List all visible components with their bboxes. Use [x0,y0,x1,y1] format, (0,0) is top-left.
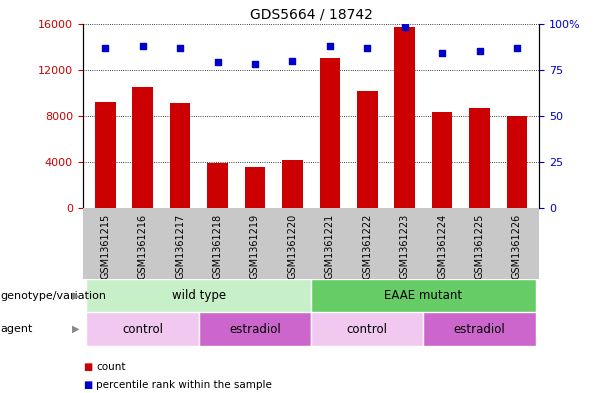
Text: GSM1361218: GSM1361218 [213,214,223,279]
Bar [424,312,536,346]
Point [101,44,110,51]
Point [175,44,185,51]
Text: count: count [96,362,126,373]
Text: GSM1361217: GSM1361217 [175,214,185,279]
Point [400,24,409,30]
Bar [95,102,115,208]
Text: GSM1361220: GSM1361220 [287,214,297,279]
Bar [319,58,340,208]
Bar [357,90,378,208]
Text: GSM1361225: GSM1361225 [474,214,484,279]
Point [213,59,223,66]
Text: wild type: wild type [172,289,226,302]
Text: GSM1361222: GSM1361222 [362,214,372,279]
Bar [394,27,415,208]
Text: estradiol: estradiol [454,323,506,336]
Text: control: control [122,323,163,336]
Bar [245,167,265,208]
Bar [470,108,490,208]
Bar [311,279,536,312]
Bar [132,87,153,208]
Text: estradiol: estradiol [229,323,281,336]
Point [287,57,297,64]
Text: EAAE mutant: EAAE mutant [384,289,462,302]
Text: GSM1361221: GSM1361221 [325,214,335,279]
Text: GSM1361216: GSM1361216 [138,214,148,279]
Bar [311,312,424,346]
Text: GSM1361226: GSM1361226 [512,214,522,279]
Bar [282,160,303,208]
Bar [507,116,527,208]
Bar [170,103,191,208]
Point [437,50,447,56]
Point [138,42,148,49]
Text: GSM1361215: GSM1361215 [100,214,110,279]
Text: ▶: ▶ [72,291,79,301]
Text: GSM1361223: GSM1361223 [400,214,409,279]
Text: control: control [347,323,388,336]
Bar [432,112,452,208]
Point [250,61,260,67]
Bar [86,279,311,312]
Text: percentile rank within the sample: percentile rank within the sample [96,380,272,390]
Text: ■: ■ [83,362,92,373]
Bar [86,312,199,346]
Point [362,44,372,51]
Text: ▶: ▶ [72,324,79,334]
Text: ■: ■ [83,380,92,390]
Text: genotype/variation: genotype/variation [1,291,107,301]
Title: GDS5664 / 18742: GDS5664 / 18742 [249,7,373,21]
Point [474,48,484,55]
Bar [199,312,311,346]
Text: agent: agent [1,324,33,334]
Point [325,42,335,49]
Point [512,44,522,51]
Bar [207,163,228,208]
Text: GSM1361219: GSM1361219 [250,214,260,279]
Text: GSM1361224: GSM1361224 [437,214,447,279]
